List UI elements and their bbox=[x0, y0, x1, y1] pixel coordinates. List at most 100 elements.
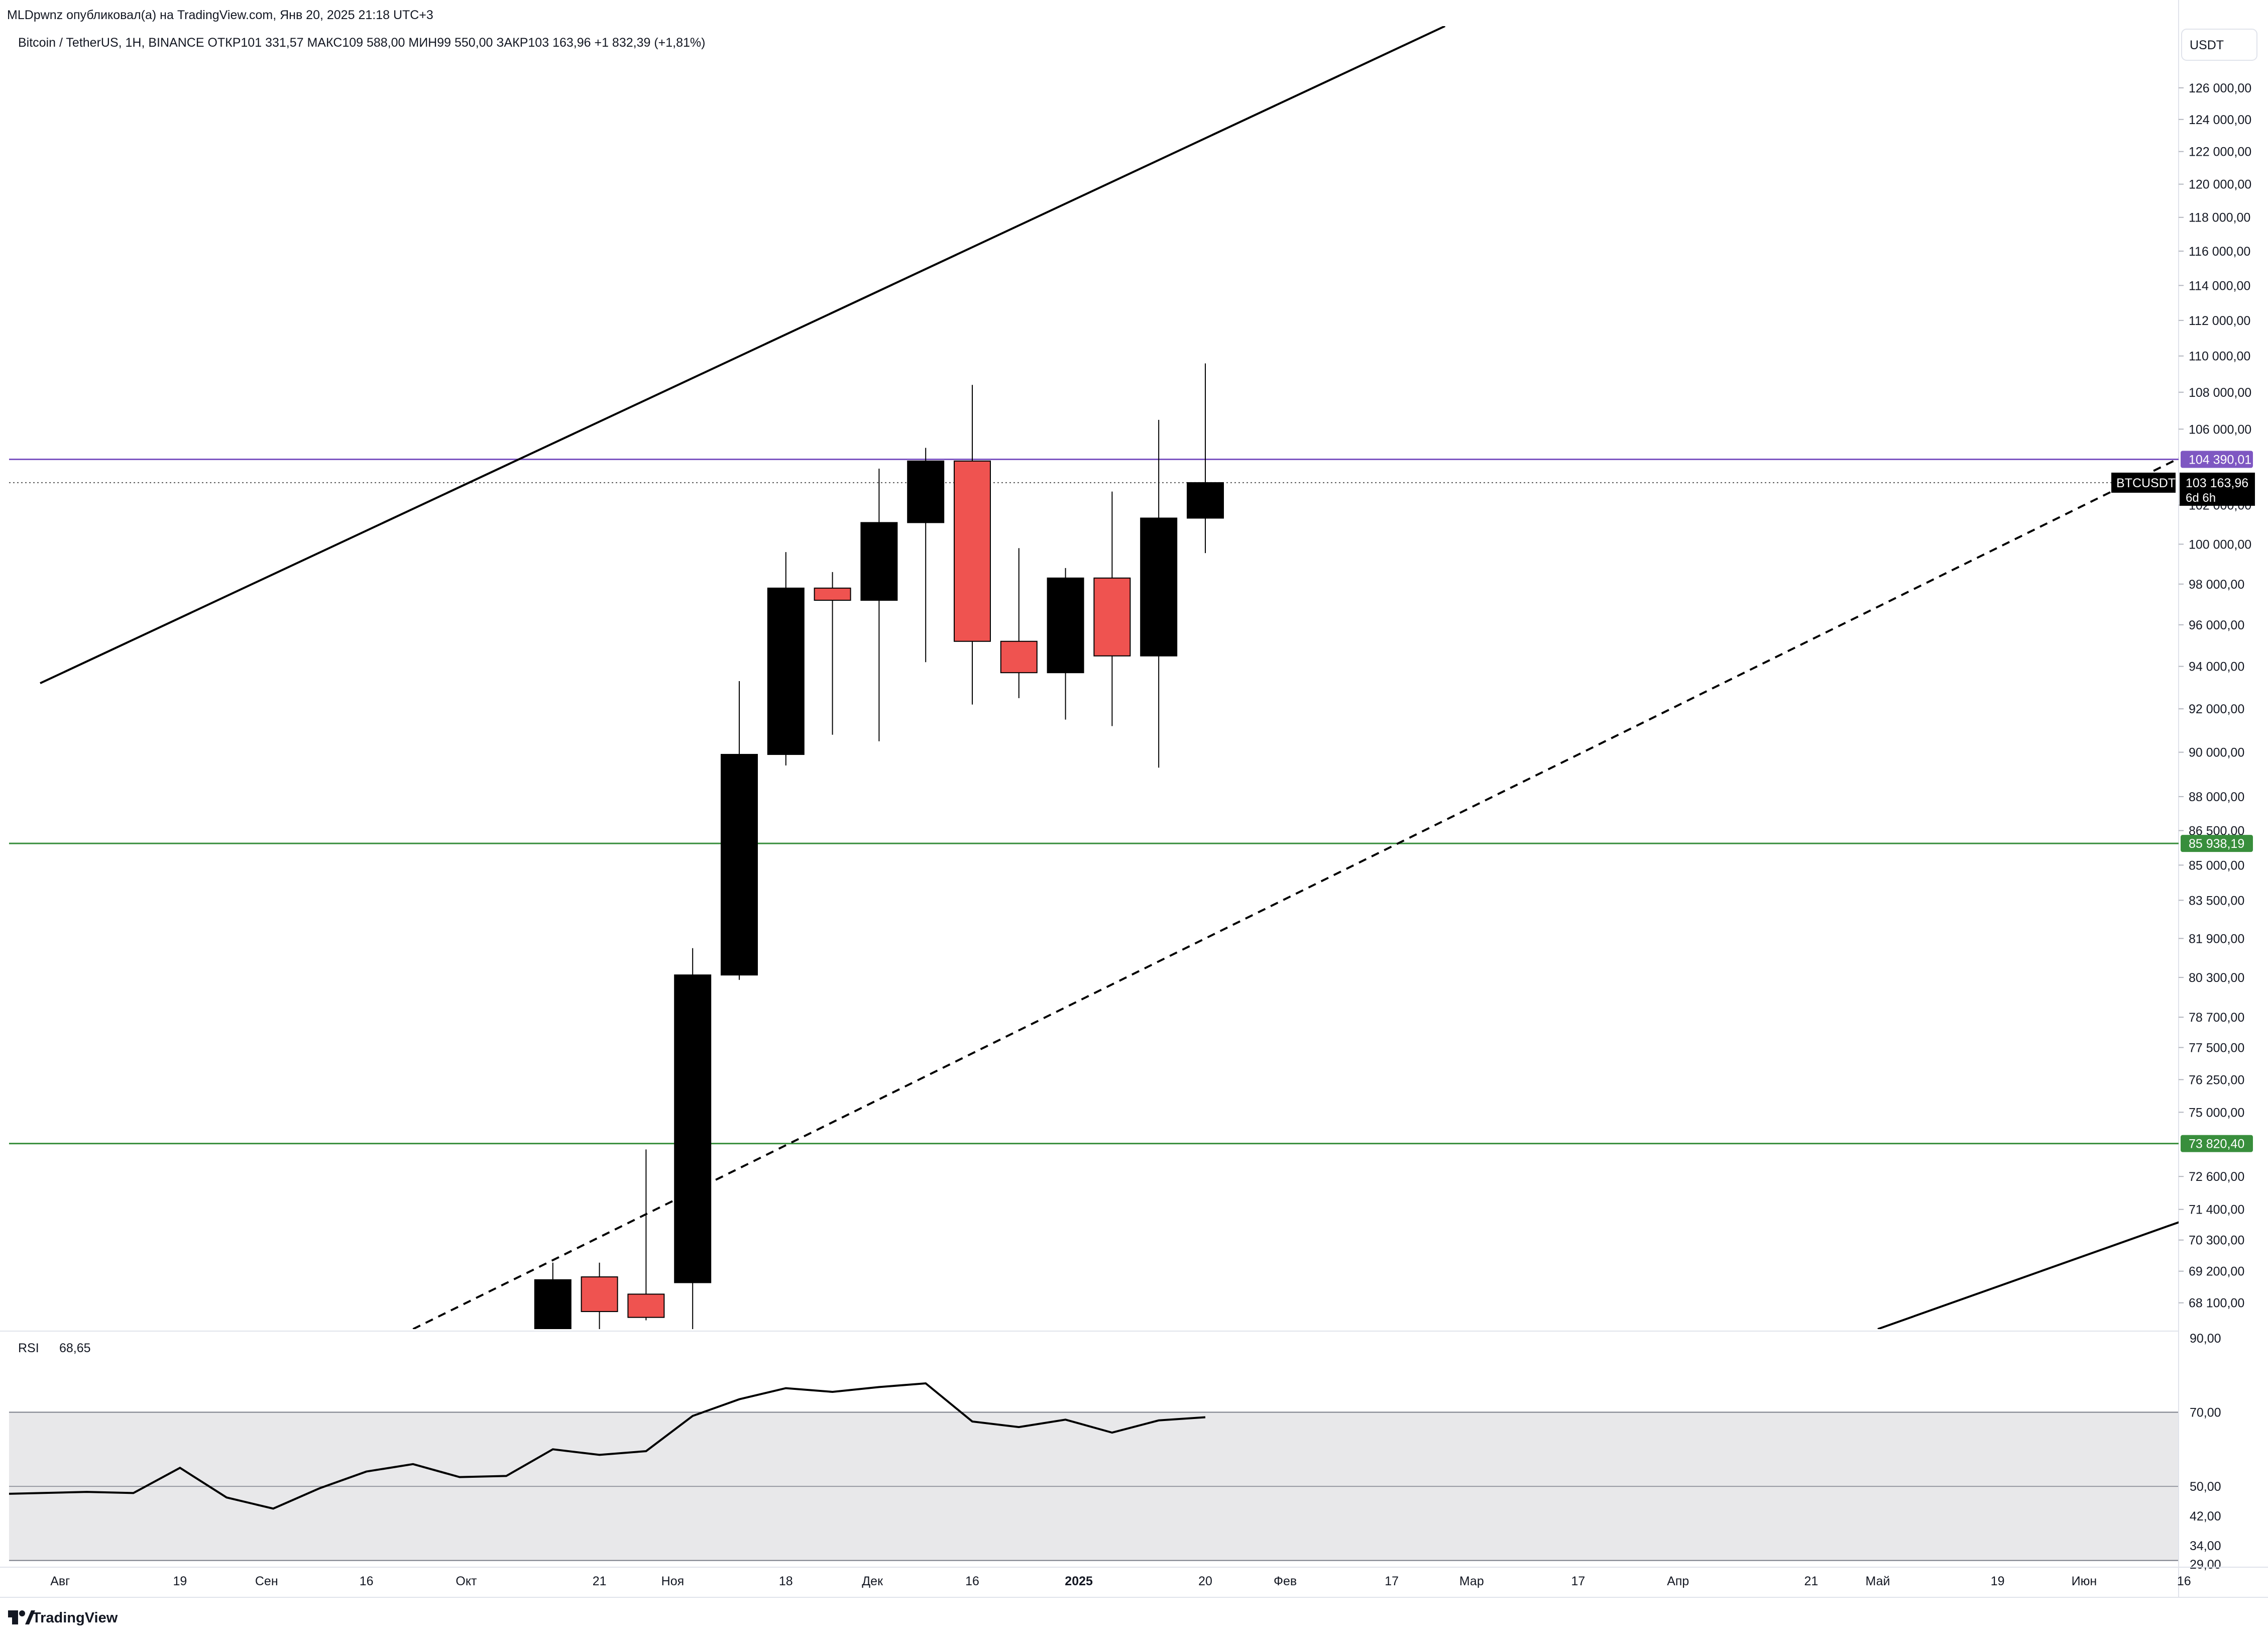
rsi-tick-label-0: 90,00 bbox=[2190, 1332, 2221, 1346]
price-tick-label-1: 124 000,00 bbox=[2189, 113, 2251, 127]
candle-body-4 bbox=[721, 753, 758, 975]
price-tick-label-29: 71 400,00 bbox=[2189, 1203, 2244, 1217]
price-tick-label-28: 72 600,00 bbox=[2189, 1170, 2244, 1184]
time-tick-label-15: 17 bbox=[1571, 1574, 1585, 1588]
candle-4[interactable] bbox=[721, 681, 758, 980]
price-tick-label-20: 85 000,00 bbox=[2189, 858, 2244, 872]
chart-frame bbox=[0, 0, 2268, 1598]
published-caption: MLDpwnz опубликовал(а) на TradingView.co… bbox=[7, 8, 433, 22]
price-tick-label-27: 75 000,00 bbox=[2189, 1106, 2244, 1120]
candle-body-8 bbox=[907, 460, 945, 523]
price-tick-label-9: 108 000,00 bbox=[2189, 386, 2251, 400]
candle-8[interactable] bbox=[907, 448, 945, 663]
currency-button-label: USDT bbox=[2190, 38, 2224, 52]
trendline-2[interactable] bbox=[1877, 1204, 2231, 1329]
candle-1[interactable] bbox=[581, 1262, 618, 1350]
time-axis[interactable]: Авг 19 Сен 16 Окт 21 Ноя 18 Дек 16 2025 20 Фев 17 Мар 1… bbox=[50, 1574, 2191, 1588]
time-tick-label-19: 19 bbox=[1991, 1574, 2005, 1588]
level-price-text-1: 85 938,19 bbox=[2189, 837, 2244, 851]
rsi-tick-label-4: 34,00 bbox=[2190, 1539, 2221, 1553]
candle-body-6 bbox=[814, 587, 851, 601]
price-tick-label-25: 77 500,00 bbox=[2189, 1041, 2244, 1055]
price-tick-label-8: 110 000,00 bbox=[2189, 350, 2250, 364]
symbol-info-line: Bitcoin / TetherUS, 1Н, BINANCE ОТКР101 … bbox=[18, 36, 705, 50]
time-tick-label-9: 16 bbox=[965, 1574, 979, 1588]
price-tick-label-15: 94 000,00 bbox=[2189, 660, 2244, 674]
time-tick-label-8: Дек bbox=[862, 1574, 883, 1588]
currency-button[interactable]: USDT bbox=[2181, 29, 2257, 61]
time-tick-label-11: 20 bbox=[1198, 1574, 1212, 1588]
candle-body-10 bbox=[1000, 640, 1038, 674]
price-tick-label-17: 90 000,00 bbox=[2189, 746, 2244, 760]
time-tick-label-12: Фев bbox=[1274, 1574, 1297, 1588]
price-tick-label-30: 70 300,00 bbox=[2189, 1234, 2244, 1248]
price-tick-label-6: 114 000,00 bbox=[2189, 279, 2250, 293]
time-tick-label-18: Май bbox=[1865, 1574, 1890, 1588]
time-tick-label-2: Сен bbox=[255, 1574, 278, 1588]
tradingview-logo[interactable]: TradingView bbox=[8, 1610, 118, 1626]
price-tick-label-5: 116 000,00 bbox=[2189, 245, 2250, 259]
last-price-countdown: 6d 6h bbox=[2186, 491, 2216, 505]
price-tick-label-24: 78 700,00 bbox=[2189, 1011, 2244, 1025]
candle-6[interactable] bbox=[814, 572, 851, 735]
candle-3[interactable] bbox=[674, 948, 712, 1341]
rsi-line[interactable] bbox=[9, 1382, 1206, 1510]
rsi-tick-label-1: 70,00 bbox=[2190, 1406, 2221, 1420]
price-tick-label-12: 100 000,00 bbox=[2189, 537, 2251, 552]
rsi-tick-label-2: 50,00 bbox=[2190, 1480, 2221, 1494]
rsi-title: RSI bbox=[18, 1341, 39, 1355]
tradingview-logo-icon bbox=[8, 1610, 35, 1624]
price-tick-label-13: 98 000,00 bbox=[2189, 578, 2244, 592]
candles[interactable] bbox=[534, 363, 1224, 1479]
price-tick-label-2: 122 000,00 bbox=[2189, 145, 2251, 159]
price-tick-label-7: 112 000,00 bbox=[2189, 314, 2250, 328]
trendline-0[interactable] bbox=[40, 26, 1446, 685]
candle-11[interactable] bbox=[1047, 568, 1084, 720]
price-tick-label-16: 92 000,00 bbox=[2189, 702, 2244, 716]
time-tick-label-17: 21 bbox=[1804, 1574, 1818, 1588]
level-price-text-2: 73 820,40 bbox=[2189, 1137, 2244, 1151]
candle-body-11 bbox=[1047, 577, 1084, 674]
price-axis[interactable]: 126 000,00 124 000,00 122 000,00 120 000,00… bbox=[2111, 81, 2255, 1311]
candle-body-13 bbox=[1140, 517, 1178, 657]
candle-9[interactable] bbox=[954, 385, 991, 705]
level-price-label-2[interactable]: 73 820,40 bbox=[2181, 1135, 2253, 1152]
price-tick-label-31: 69 200,00 bbox=[2189, 1265, 2244, 1279]
candle-body-9 bbox=[954, 460, 991, 642]
candle-10[interactable] bbox=[1000, 548, 1038, 698]
price-tick-label-23: 80 300,00 bbox=[2189, 971, 2244, 985]
candle-body-14 bbox=[1187, 482, 1224, 519]
trendlines[interactable] bbox=[40, 26, 2231, 1329]
price-tick-label-32: 68 100,00 bbox=[2189, 1296, 2244, 1311]
rsi-pane: RSI 68,65 90,00 70,00 50,00 42,00 34,00 29,00 bbox=[9, 1332, 2221, 1572]
candle-body-12 bbox=[1093, 577, 1131, 657]
time-tick-label-3: 16 bbox=[360, 1574, 374, 1588]
price-tick-label-3: 120 000,00 bbox=[2189, 178, 2251, 192]
tradingview-logo-text: TradingView bbox=[32, 1610, 118, 1626]
level-price-label-0[interactable]: 104 390,01 bbox=[2181, 451, 2253, 468]
candle-body-1 bbox=[581, 1276, 618, 1313]
level-price-label-1[interactable]: 85 938,19 bbox=[2181, 835, 2253, 852]
candle-7[interactable] bbox=[860, 468, 898, 741]
rsi-tick-label-5: 29,00 bbox=[2190, 1558, 2221, 1572]
horizontal-levels[interactable] bbox=[9, 458, 2179, 1145]
price-tick-label-18: 88 000,00 bbox=[2189, 790, 2244, 804]
time-tick-label-0: Авг bbox=[50, 1574, 70, 1588]
candle-12[interactable] bbox=[1093, 491, 1131, 726]
price-tick-label-14: 96 000,00 bbox=[2189, 618, 2244, 632]
price-tick-label-26: 76 250,00 bbox=[2189, 1073, 2244, 1087]
last-price-value: 103 163,96 bbox=[2186, 476, 2248, 490]
candle-5[interactable] bbox=[767, 552, 805, 766]
candle-0[interactable] bbox=[534, 1262, 572, 1479]
candle-14[interactable] bbox=[1187, 363, 1224, 554]
level-price-text-0: 104 390,01 bbox=[2189, 453, 2251, 467]
price-tick-label-22: 81 900,00 bbox=[2189, 932, 2244, 946]
trendline-1[interactable] bbox=[412, 433, 2230, 1329]
rsi-tick-label-3: 42,00 bbox=[2190, 1509, 2221, 1523]
time-tick-label-6: Ноя bbox=[661, 1574, 685, 1588]
candle-13[interactable] bbox=[1140, 419, 1178, 768]
candle-2[interactable] bbox=[627, 1149, 665, 1321]
